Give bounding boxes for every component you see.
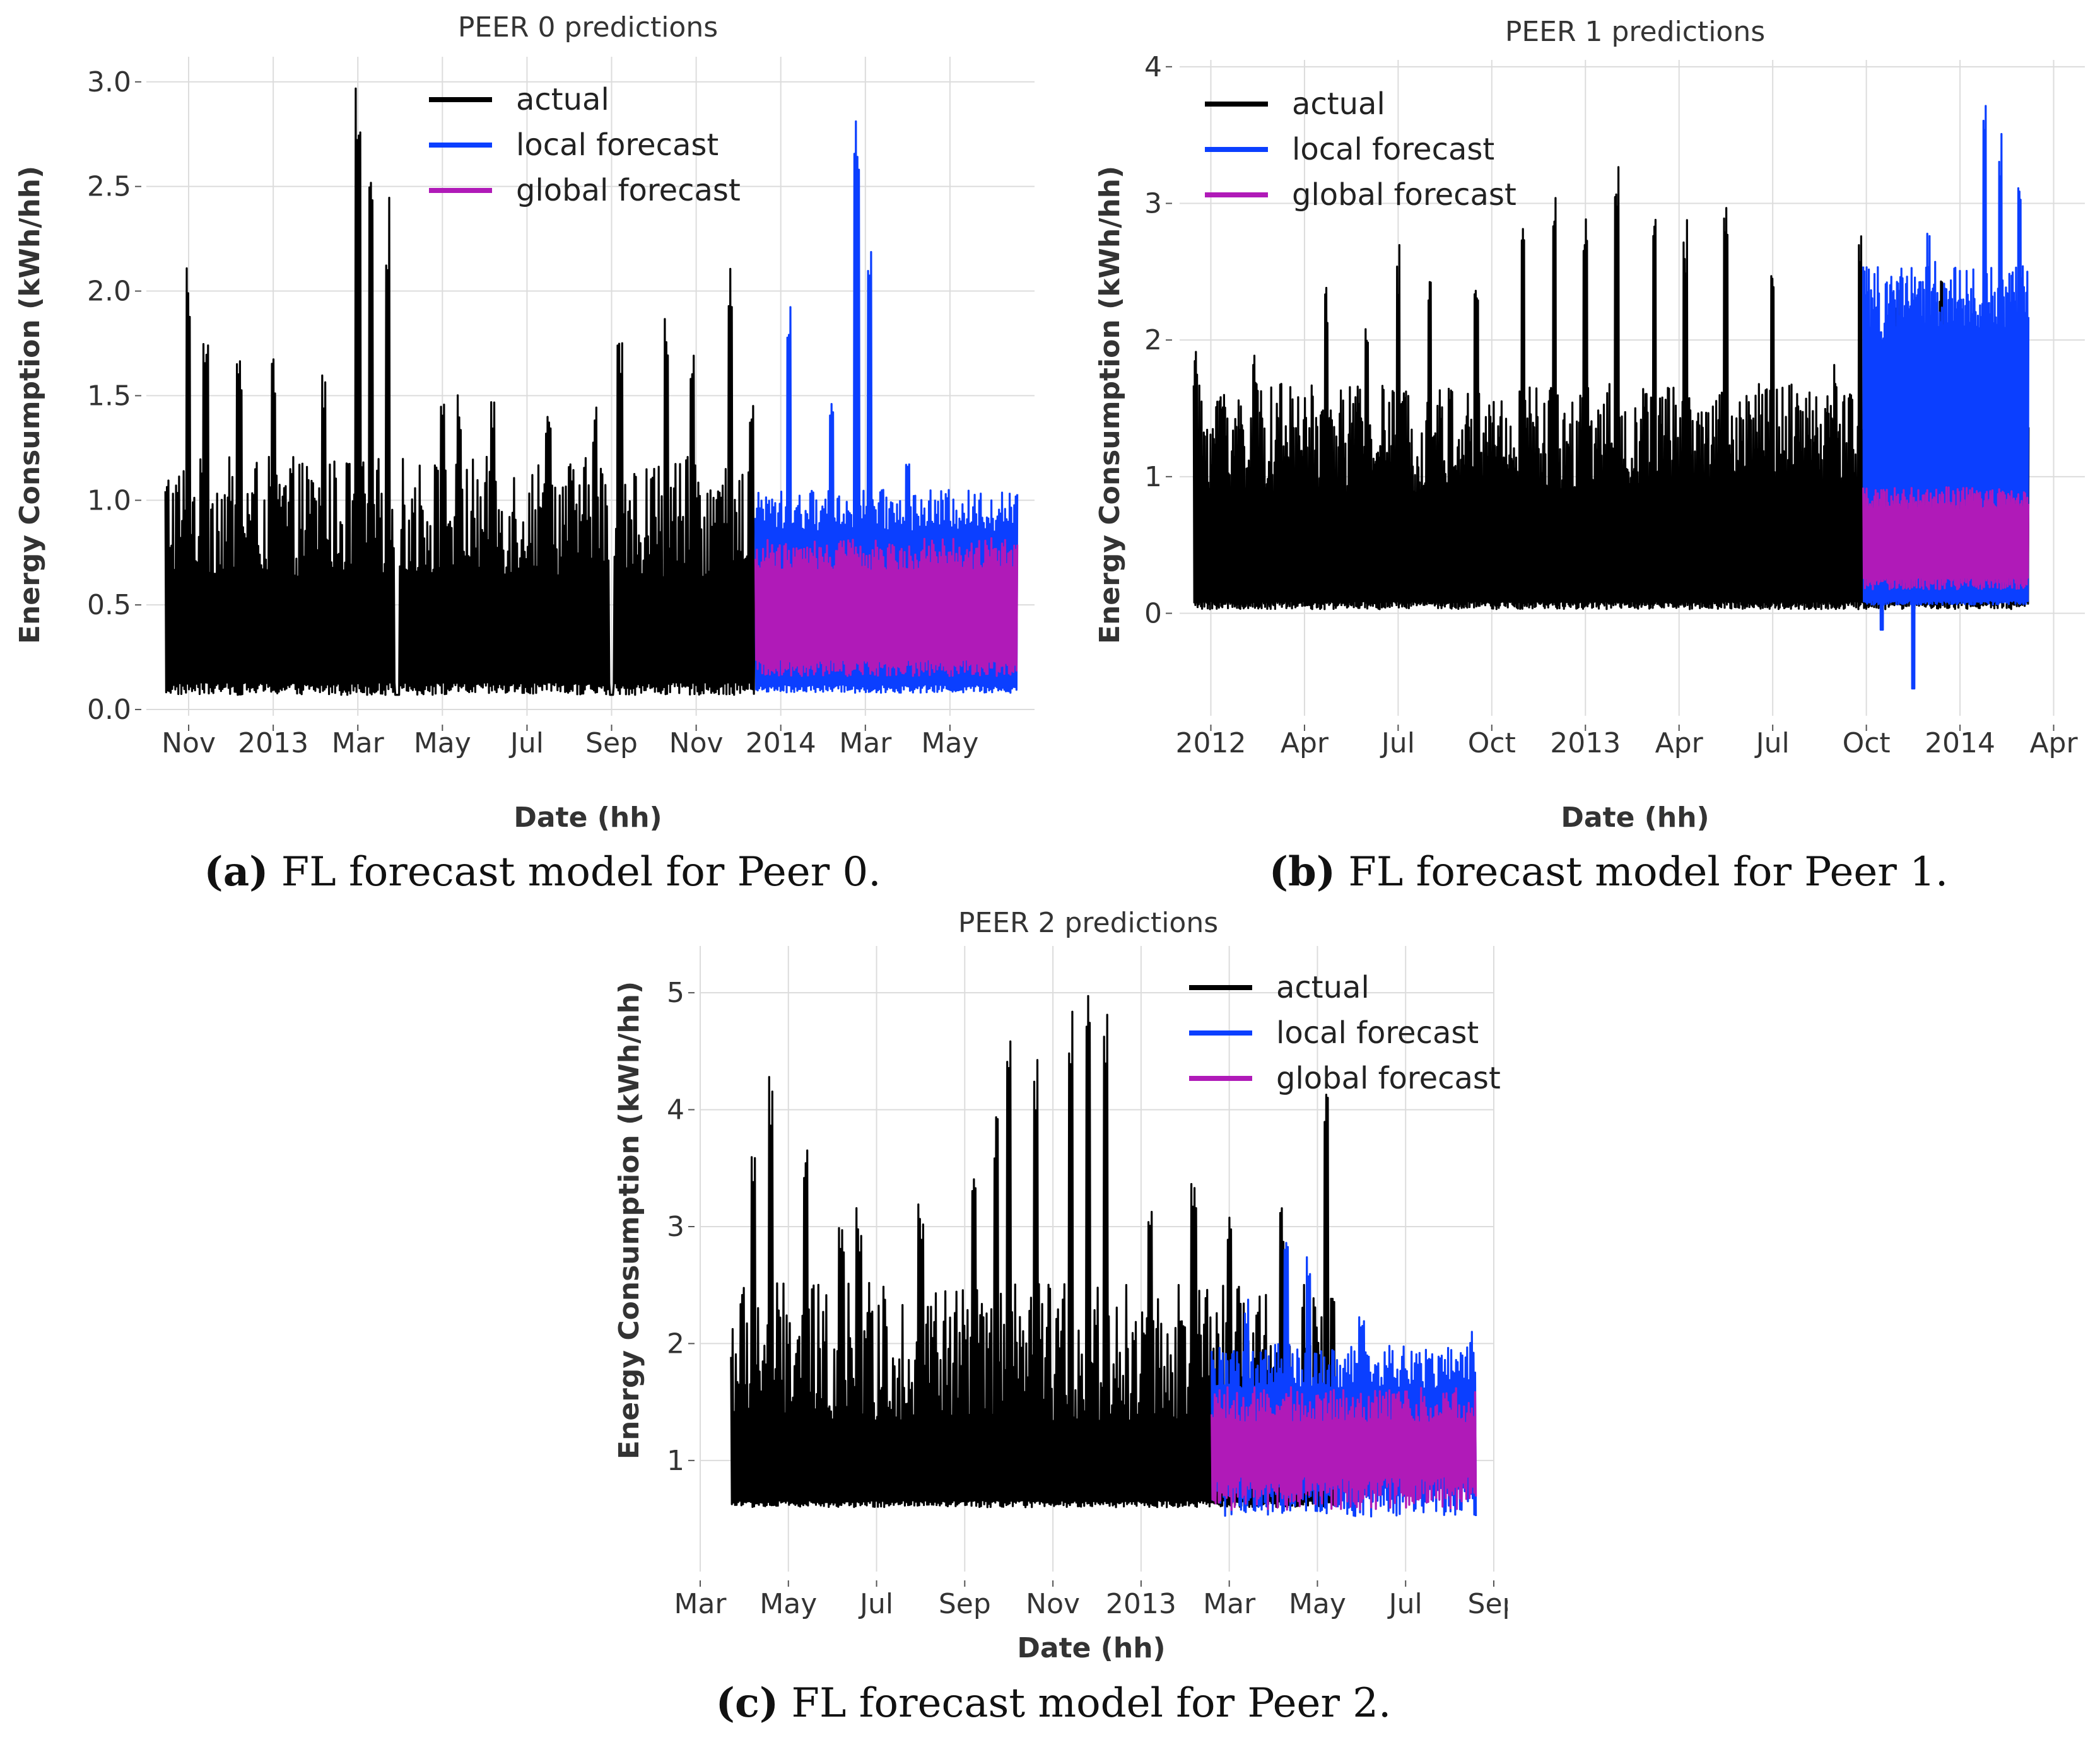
legend-label: global forecast bbox=[516, 173, 741, 208]
x-tick-label: Jul bbox=[1380, 727, 1415, 759]
legend: actual local forecast global forecast bbox=[429, 82, 741, 208]
caption-c: (c) FL forecast model for Peer 2. bbox=[707, 1679, 1400, 1727]
chart-title: PEER 2 predictions bbox=[958, 907, 1218, 939]
chart-peer-2: PEER 2 predictions Mar May Jul Sep Nov 2013 Ma… bbox=[613, 907, 1508, 1664]
x-tick-label: Jul bbox=[858, 1588, 893, 1620]
x-tick-label: Nov bbox=[669, 727, 724, 759]
x-tick-label: Mar bbox=[839, 727, 892, 759]
y-tick-label: 3 bbox=[1144, 188, 1162, 220]
y-tick-label: 1.5 bbox=[87, 380, 131, 412]
caption-text: FL forecast model for Peer 0. bbox=[281, 849, 881, 896]
series-global-forecast bbox=[1211, 1386, 1477, 1511]
legend-label: local forecast bbox=[1276, 1015, 1479, 1051]
legend-item: global forecast bbox=[1189, 1061, 1501, 1096]
x-tick-label: 2014 bbox=[1925, 727, 1995, 759]
x-tick-label: Oct bbox=[1843, 727, 1891, 759]
y-tick-label: 3 bbox=[667, 1211, 684, 1243]
legend: actual local forecast global forecast bbox=[1205, 86, 1516, 213]
series-actual bbox=[164, 87, 756, 696]
caption-text: FL forecast model for Peer 2. bbox=[791, 1680, 1392, 1727]
x-tick-label: Apr bbox=[2029, 727, 2078, 759]
x-axis-label: Date (hh) bbox=[1561, 802, 1709, 834]
x-tick-label: May bbox=[1289, 1588, 1346, 1620]
legend-item: local forecast bbox=[1189, 1015, 1479, 1051]
y-tick-label: 2 bbox=[1144, 324, 1162, 356]
x-tick-label: 2013 bbox=[1550, 727, 1621, 759]
x-tick-label: Jul bbox=[1754, 727, 1790, 759]
chart-title: PEER 0 predictions bbox=[458, 11, 718, 44]
caption-a: (a) FL forecast model for Peer 0. bbox=[196, 848, 889, 896]
y-tick-label: 4 bbox=[1144, 51, 1162, 83]
x-tick-label: Mar bbox=[1203, 1588, 1256, 1620]
x-tick-label: Jul bbox=[508, 727, 544, 759]
caption-text: FL forecast model for Peer 1. bbox=[1348, 849, 1949, 896]
x-tick-label: 2013 bbox=[238, 727, 308, 759]
caption-b: (b) FL forecast model for Peer 1. bbox=[1262, 848, 1956, 896]
legend-label: actual bbox=[1292, 86, 1385, 122]
x-tick-label: Jul bbox=[1387, 1588, 1422, 1620]
x-tick-label: Oct bbox=[1468, 727, 1516, 759]
x-tick-label: May bbox=[921, 727, 978, 759]
legend-item: global forecast bbox=[429, 173, 741, 208]
legend-item: actual bbox=[1189, 970, 1370, 1005]
series-local-forecast bbox=[1862, 105, 2030, 690]
legend-item: global forecast bbox=[1205, 177, 1516, 213]
caption-letter: (a) bbox=[204, 848, 269, 896]
legend-item: local forecast bbox=[429, 127, 719, 163]
legend: actual local forecast global forecast bbox=[1189, 970, 1501, 1096]
series-global-forecast bbox=[754, 537, 1019, 677]
x-tick-label: 2012 bbox=[1175, 727, 1246, 759]
legend-label: actual bbox=[1276, 970, 1370, 1005]
y-axis-label: Energy Consumption (kWh/hh) bbox=[613, 981, 645, 1459]
x-tick-label: Apr bbox=[1281, 727, 1329, 759]
legend-item: local forecast bbox=[1205, 132, 1494, 167]
x-tick-label: Mar bbox=[332, 727, 385, 759]
y-axis-label: Energy Consumption (kWh/hh) bbox=[1094, 166, 1126, 644]
series-global-forecast bbox=[1862, 486, 2030, 590]
y-tick-label: 0.0 bbox=[87, 694, 131, 726]
x-tick-label: Apr bbox=[1655, 727, 1704, 759]
legend-label: actual bbox=[516, 82, 609, 117]
caption-letter: (b) bbox=[1269, 848, 1336, 896]
x-axis-label: Date (hh) bbox=[1017, 1632, 1165, 1664]
y-tick-label: 1.0 bbox=[87, 484, 131, 516]
y-tick-label: 2.5 bbox=[87, 171, 131, 203]
y-tick-label: 3.0 bbox=[87, 66, 131, 98]
chart-title: PEER 1 predictions bbox=[1505, 16, 1765, 48]
x-tick-label: Mar bbox=[674, 1588, 727, 1620]
y-tick-label: 2.0 bbox=[87, 276, 131, 308]
caption-letter: (c) bbox=[715, 1679, 779, 1727]
x-tick-label: 2013 bbox=[1106, 1588, 1176, 1620]
chart-peer-1: PEER 1 predictions 2012 Apr Jul Oct 2013 Apr J… bbox=[1094, 16, 2085, 834]
x-tick-label: Sep bbox=[585, 727, 638, 759]
y-tick-label: 4 bbox=[667, 1094, 684, 1126]
legend-label: local forecast bbox=[516, 127, 719, 163]
legend-item: actual bbox=[1205, 86, 1385, 122]
x-tick-label: Nov bbox=[1026, 1588, 1080, 1620]
x-tick-label: May bbox=[760, 1588, 817, 1620]
y-tick-label: 5 bbox=[667, 977, 684, 1009]
y-tick-label: 0.5 bbox=[87, 589, 131, 621]
y-tick-label: 1 bbox=[1144, 461, 1162, 493]
x-tick-label: May bbox=[414, 727, 471, 759]
legend-label: global forecast bbox=[1276, 1061, 1501, 1096]
y-axis-label: Energy Consumption (kWh/hh) bbox=[14, 166, 46, 644]
y-tick-label: 1 bbox=[667, 1445, 684, 1477]
legend-label: local forecast bbox=[1292, 132, 1494, 167]
x-tick-label: Sep bbox=[1468, 1588, 1508, 1620]
y-tick-label: 0 bbox=[1144, 598, 1162, 630]
chart-peer-0: PEER 0 predictions Nov 2013 Mar May Jul Sep No… bbox=[14, 11, 1035, 834]
x-tick-label: Nov bbox=[161, 727, 216, 759]
x-tick-label: 2014 bbox=[746, 727, 816, 759]
x-axis-label: Date (hh) bbox=[513, 802, 662, 834]
legend-item: actual bbox=[429, 82, 609, 117]
x-tick-label: Sep bbox=[939, 1588, 991, 1620]
legend-label: global forecast bbox=[1292, 177, 1516, 213]
y-tick-label: 2 bbox=[667, 1328, 684, 1360]
